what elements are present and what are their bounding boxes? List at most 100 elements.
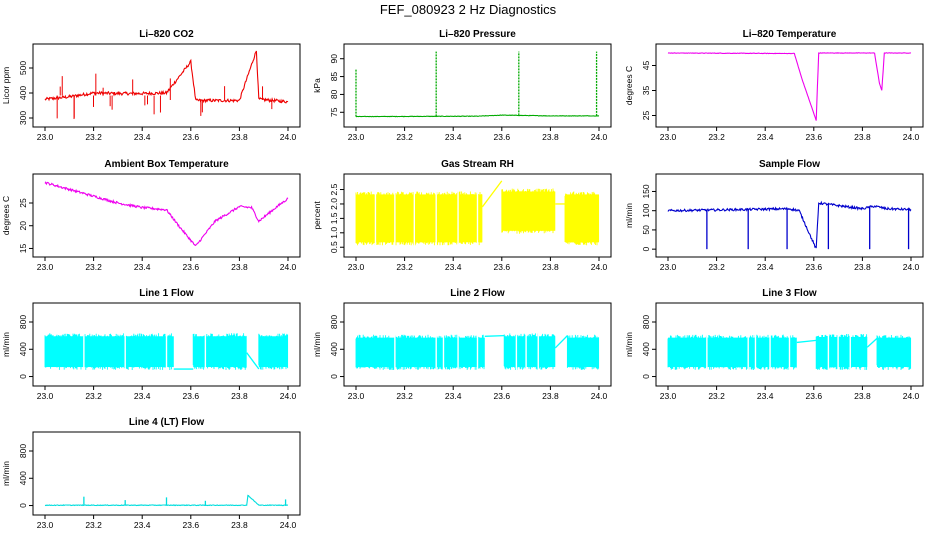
chart-4: Gas Stream RH percent 23.0 23.2 23.4 23.6 23.8… bbox=[312, 159, 612, 272]
chart-6: Line 1 Flow ml/min 23.0 23.2 23.4 23.6 23.8 24.… bbox=[1, 288, 301, 401]
chart-9-title: Line 4 (LT) Flow bbox=[129, 417, 205, 428]
chart-5-xtick-label: 23.0 bbox=[660, 262, 677, 272]
chart-5-series-line bbox=[667, 200, 912, 249]
chart-1: Li–820 Pressure kPa 23.0 23.2 23.4 23.6 23.8 24… bbox=[312, 29, 612, 142]
chart-8: Line 3 Flow ml/min 23.0 23.2 23.4 23.6 23.8 24.… bbox=[624, 288, 924, 401]
chart-5-ytick-label: 100 bbox=[641, 203, 651, 217]
chart-0-frame bbox=[32, 43, 301, 128]
chart-4-ylabel: percent bbox=[312, 201, 322, 230]
chart-1-xtick-label: 23.2 bbox=[396, 132, 413, 142]
chart-0-ytick-label: 300 bbox=[18, 111, 28, 125]
chart-5-frame bbox=[655, 173, 924, 258]
chart-6-frame bbox=[32, 302, 301, 387]
chart-6-xtick-label: 23.0 bbox=[37, 391, 54, 401]
chart-7-xtick-label: 23.2 bbox=[396, 391, 413, 401]
chart-1-title: Li–820 Pressure bbox=[439, 29, 516, 40]
chart-2-xtick-label: 23.4 bbox=[757, 132, 774, 142]
chart-8-ytick-label: 0 bbox=[641, 374, 651, 379]
figure-title: FEF_080923 2 Hz Diagnostics bbox=[379, 2, 557, 17]
chart-1-xtick-label: 23.0 bbox=[348, 132, 365, 142]
chart-5-ytick-label: 150 bbox=[641, 184, 651, 198]
chart-1-xtick-label: 23.4 bbox=[445, 132, 462, 142]
chart-0-xtick-label: 23.6 bbox=[183, 132, 200, 142]
chart-4-ytick-label: 1.0 bbox=[329, 227, 339, 239]
chart-2-ytick-label: 45 bbox=[641, 61, 651, 71]
chart-2-ytick-label: 25 bbox=[641, 111, 651, 121]
chart-8-band-noise bbox=[815, 334, 868, 370]
chart-8-band-noise bbox=[667, 334, 797, 370]
chart-9-ytick-label: 400 bbox=[18, 471, 28, 485]
chart-5-title: Sample Flow bbox=[759, 159, 820, 170]
chart-1-ylabel: kPa bbox=[312, 78, 322, 93]
chart-1-xtick-label: 23.8 bbox=[542, 132, 559, 142]
chart-7-band-noise bbox=[503, 333, 556, 370]
chart-1-xtick-label: 24.0 bbox=[591, 132, 608, 142]
chart-3-xtick-label: 23.8 bbox=[231, 262, 248, 272]
chart-2-xtick-label: 23.2 bbox=[708, 132, 725, 142]
chart-7-ytick-label: 400 bbox=[329, 342, 339, 356]
chart-8-band-noise bbox=[876, 334, 912, 370]
chart-4-band-noise bbox=[564, 191, 600, 246]
chart-0-ytick-label: 400 bbox=[18, 86, 28, 100]
chart-1-frame bbox=[343, 43, 612, 128]
chart-3-xtick-label: 23.0 bbox=[37, 262, 54, 272]
chart-4-ytick-label: 0.5 bbox=[329, 241, 339, 253]
chart-3-frame bbox=[32, 173, 301, 258]
chart-2-xtick-label: 23.6 bbox=[806, 132, 823, 142]
chart-9-xtick-label: 24.0 bbox=[280, 520, 297, 530]
chart-6-band-noise bbox=[258, 333, 289, 370]
chart-3-xtick-label: 23.2 bbox=[85, 262, 102, 272]
chart-6-xtick-label: 23.2 bbox=[85, 391, 102, 401]
chart-0-xtick-label: 23.8 bbox=[231, 132, 248, 142]
chart-1-xtick-label: 23.6 bbox=[494, 132, 511, 142]
chart-4-ytick-label: 2.5 bbox=[329, 183, 339, 195]
chart-4-connector bbox=[481, 180, 503, 208]
chart-1-series-line bbox=[355, 114, 600, 118]
chart-7-connector bbox=[554, 335, 568, 349]
chart-9: Line 4 (LT) Flow ml/min 23.0 23.2 23.4 23.6 23… bbox=[1, 417, 301, 530]
chart-8-frame bbox=[655, 302, 924, 387]
chart-9-xtick-label: 23.6 bbox=[183, 520, 200, 530]
chart-4-band-noise bbox=[501, 188, 556, 234]
chart-6-xtick-label: 23.4 bbox=[134, 391, 151, 401]
chart-2-xtick-label: 24.0 bbox=[903, 132, 920, 142]
chart-9-xtick-label: 23.0 bbox=[37, 520, 54, 530]
chart-6-xtick-label: 24.0 bbox=[280, 391, 297, 401]
chart-3-ytick-label: 25 bbox=[18, 198, 28, 208]
chart-9-ylabel: ml/min bbox=[1, 461, 11, 486]
chart-6-ytick-label: 0 bbox=[18, 374, 28, 379]
chart-1-ytick-label: 75 bbox=[329, 107, 339, 117]
chart-5-xtick-label: 23.4 bbox=[757, 262, 774, 272]
chart-4-frame bbox=[343, 173, 612, 258]
chart-0: Li–820 CO2 Licor ppm 23.0 23.2 23.4 23.6 23.8 2… bbox=[1, 29, 301, 142]
chart-7-ylabel: ml/min bbox=[312, 332, 322, 357]
chart-4-xtick-label: 23.6 bbox=[494, 262, 511, 272]
chart-5-xtick-label: 24.0 bbox=[903, 262, 920, 272]
chart-0-xtick-label: 23.4 bbox=[134, 132, 151, 142]
chart-4-ytick-label: 2.0 bbox=[329, 198, 339, 210]
chart-7-band-noise bbox=[566, 334, 600, 370]
chart-2-ylabel: degrees C bbox=[624, 66, 634, 105]
chart-7-band-noise bbox=[355, 334, 485, 370]
chart-4-xtick-label: 23.8 bbox=[542, 262, 559, 272]
chart-0-xtick-label: 23.0 bbox=[37, 132, 54, 142]
chart-8-ytick-label: 800 bbox=[641, 315, 651, 329]
chart-7-xtick-label: 23.6 bbox=[494, 391, 511, 401]
chart-6-title: Line 1 Flow bbox=[139, 288, 194, 299]
chart-6-ylabel: ml/min bbox=[1, 332, 11, 357]
chart-5-xtick-label: 23.8 bbox=[854, 262, 871, 272]
chart-2: Li–820 Temperature degrees C 23.0 23.2 23.4 2… bbox=[624, 29, 924, 142]
chart-4-title: Gas Stream RH bbox=[441, 159, 514, 170]
chart-2-ytick-label: 35 bbox=[641, 86, 651, 96]
chart-0-ylabel: Licor ppm bbox=[1, 67, 11, 104]
chart-0-ytick-label: 500 bbox=[18, 61, 28, 75]
chart-7-ytick-label: 800 bbox=[329, 315, 339, 329]
chart-3-title: Ambient Box Temperature bbox=[104, 159, 229, 170]
chart-8-connector bbox=[866, 337, 878, 348]
chart-8-connector bbox=[796, 339, 817, 344]
chart-0-xtick-label: 24.0 bbox=[280, 132, 297, 142]
chart-2-xtick-label: 23.8 bbox=[854, 132, 871, 142]
chart-6-xtick-label: 23.8 bbox=[231, 391, 248, 401]
